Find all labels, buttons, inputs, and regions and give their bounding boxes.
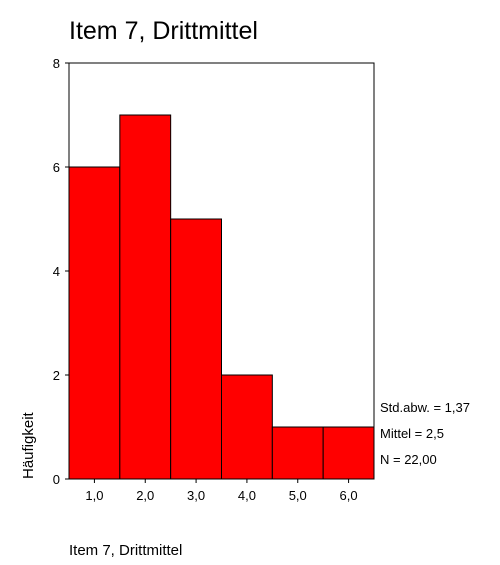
- histogram-bar: [271, 426, 324, 480]
- y-tick-label: 8: [53, 56, 60, 71]
- y-axis-label: Häufigkeit: [20, 411, 37, 479]
- y-tick-label: 0: [53, 472, 60, 487]
- x-tick-label: 6,0: [340, 488, 358, 503]
- stat-std-dev: Std.abw. = 1,37: [380, 400, 470, 415]
- x-tick-label: 4,0: [238, 488, 256, 503]
- histogram-bar: [322, 426, 375, 480]
- histogram-bar: [68, 166, 121, 480]
- y-tick-label: 6: [53, 160, 60, 175]
- histogram-bar: [119, 114, 172, 480]
- x-tick-label: 2,0: [136, 488, 154, 503]
- x-tick-label: 1,0: [85, 488, 103, 503]
- chart-title: Item 7, Drittmittel: [69, 17, 258, 45]
- y-tick-label: 2: [53, 368, 60, 383]
- x-tick-label: 5,0: [289, 488, 307, 503]
- y-axis: 0 2 4 6 8: [53, 56, 69, 487]
- x-axis-label: Item 7, Drittmittel: [69, 542, 182, 559]
- histogram-bar: [170, 218, 223, 480]
- histogram-bar: [221, 374, 273, 480]
- stat-n: N = 22,00: [380, 452, 437, 467]
- y-tick-label: 4: [53, 264, 60, 279]
- x-axis: 1,0 2,0 3,0 4,0 5,0 6,0: [85, 479, 358, 503]
- x-tick-label: 3,0: [187, 488, 205, 503]
- stat-mean: Mittel = 2,5: [380, 426, 444, 441]
- bars-group: [68, 114, 375, 480]
